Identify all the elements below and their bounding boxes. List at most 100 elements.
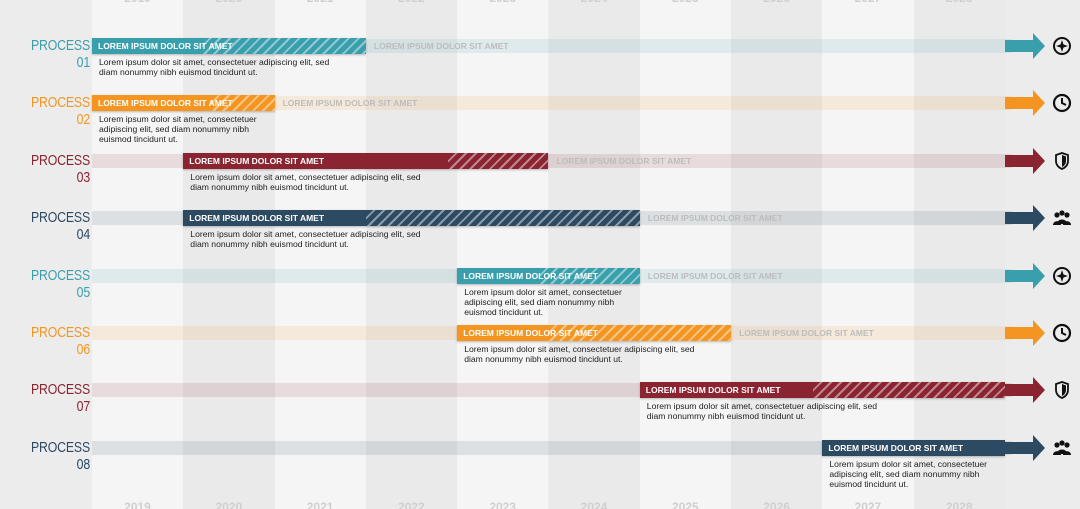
process-description: Lorem ipsum dolor sit amet, consectetuer… [829, 458, 988, 489]
clock-icon [1051, 92, 1073, 114]
process-bar-text: LOREM IPSUM DOLOR SIT AMET [463, 270, 598, 281]
process-bar-solid [92, 95, 211, 112]
process-bar: LOREM IPSUM DOLOR SIT AMET [457, 325, 732, 341]
year-column [913, 0, 1005, 509]
year-label-bottom: 2025 [671, 500, 699, 509]
process-track-text: LOREM IPSUM DOLOR SIT AMET [647, 213, 783, 224]
arrow-icon [1005, 262, 1045, 289]
process-description: Lorem ipsum dolor sit amet, consectetuer… [190, 229, 421, 250]
year-label-top: 2027 [822, 0, 913, 5]
year-column [822, 0, 914, 509]
process-bar-striped [210, 95, 275, 112]
year-label-bottom: 2021 [306, 500, 334, 509]
year-label-bottom: 2020 [215, 500, 243, 509]
process-track-text: LOREM IPSUM DOLOR SIT AMET [739, 328, 874, 338]
process-description: Lorem ipsum dolor sit amet, consectetuer… [646, 401, 878, 422]
process-bar-striped [448, 152, 549, 169]
year-column [548, 0, 640, 509]
process-label: PROCESS 05 [30, 266, 90, 301]
year-label-top: 2025 [640, 0, 731, 5]
year-column [365, 0, 458, 509]
process-bar-text: LOREM IPSUM DOLOR SIT AMET [189, 213, 325, 224]
arrow-icon [1005, 205, 1045, 232]
process-label: PROCESS 03 [30, 151, 90, 186]
arrow-icon [1005, 434, 1045, 461]
process-bar-striped [548, 325, 732, 341]
year-label-bottom: 2019 [124, 500, 151, 509]
year-label-bottom: 2022 [398, 500, 425, 509]
process-bar-text: LOREM IPSUM DOLOR SIT AMET [645, 385, 781, 396]
clock-icon [1051, 322, 1073, 344]
arrow-icon [1005, 90, 1045, 117]
process-bar-striped [539, 267, 640, 284]
arrow-icon [1005, 320, 1045, 346]
year-column [639, 0, 732, 509]
process-label: PROCESS 08 [30, 438, 90, 473]
year-label-top: 2019 [92, 0, 183, 5]
process-description: Lorem ipsum dolor sit amet, consectetuer… [464, 286, 622, 317]
year-label-top: 2028 [914, 0, 1005, 5]
year-label-top: 2021 [275, 0, 366, 5]
compass-icon [1051, 35, 1073, 57]
process-bar-solid [822, 439, 1005, 456]
arrow-icon [1005, 377, 1045, 404]
process-bar-text: LOREM IPSUM DOLOR SIT AMET [189, 155, 325, 166]
year-label-top: 2026 [731, 0, 822, 5]
process-bar: LOREM IPSUM DOLOR SIT AMET [183, 210, 640, 227]
process-bar-solid [183, 210, 366, 227]
process-bar-striped [813, 382, 1005, 399]
process-bar-solid [639, 382, 814, 399]
process-bar-text: LOREM IPSUM DOLOR SIT AMET [463, 328, 598, 338]
year-label-bottom: 2027 [854, 500, 882, 509]
year-label-bottom: 2023 [489, 500, 517, 509]
process-label: PROCESS 07 [30, 381, 90, 416]
process-label: PROCESS 06 [30, 324, 90, 358]
arrow-icon [1005, 147, 1045, 174]
year-column [274, 0, 366, 509]
year-column [731, 0, 823, 509]
arrow-icon [1005, 33, 1045, 59]
process-description: Lorem ipsum dolor sit amet, consectetuer… [464, 344, 695, 364]
process-bar: LOREM IPSUM DOLOR SIT AMET [639, 382, 1005, 399]
process-bar-solid [457, 325, 549, 341]
year-label-bottom: 2028 [945, 500, 973, 509]
process-bar-text: LOREM IPSUM DOLOR SIT AMET [98, 41, 233, 51]
year-label-bottom: 2026 [763, 500, 790, 509]
year-label-top: 2023 [457, 0, 548, 5]
process-bar-striped [365, 210, 640, 227]
year-label-top: 2020 [183, 0, 274, 5]
process-label: PROCESS 04 [30, 209, 90, 244]
team-icon [1051, 207, 1073, 229]
process-description: Lorem ipsum dolor sit amet, consectetuer… [99, 114, 257, 145]
process-description: Lorem ipsum dolor sit amet, consectetuer… [190, 171, 421, 192]
process-bar-text: LOREM IPSUM DOLOR SIT AMET [98, 98, 233, 109]
process-track [92, 96, 1012, 111]
process-bar: LOREM IPSUM DOLOR SIT AMET [92, 95, 275, 112]
year-label-top: 2022 [366, 0, 457, 5]
process-bar-solid [457, 267, 540, 284]
year-label-bottom: 2024 [580, 500, 608, 509]
year-label-top: 2024 [549, 0, 640, 5]
process-bar: LOREM IPSUM DOLOR SIT AMET [92, 38, 366, 54]
shield-icon [1051, 150, 1073, 172]
compass-icon [1051, 265, 1073, 287]
process-bar-striped [201, 38, 366, 54]
process-bar-solid [183, 152, 449, 169]
process-label: PROCESS 02 [30, 94, 90, 129]
process-track [92, 440, 1012, 455]
year-column [92, 0, 184, 509]
process-bar: LOREM IPSUM DOLOR SIT AMET [457, 267, 640, 284]
process-bar-text: LOREM IPSUM DOLOR SIT AMET [828, 442, 964, 453]
process-label: PROCESS 01 [30, 37, 90, 71]
shield-icon [1051, 379, 1073, 401]
process-bar: LOREM IPSUM DOLOR SIT AMET [822, 439, 1005, 456]
year-column [457, 0, 549, 509]
process-track-text: LOREM IPSUM DOLOR SIT AMET [556, 155, 692, 166]
process-track-text: LOREM IPSUM DOLOR SIT AMET [373, 41, 509, 51]
process-bar: LOREM IPSUM DOLOR SIT AMET [183, 152, 549, 169]
process-description: Lorem ipsum dolor sit amet, consectetuer… [99, 57, 330, 77]
team-icon [1051, 437, 1073, 459]
process-bar-solid [92, 38, 202, 54]
process-track-text: LOREM IPSUM DOLOR SIT AMET [647, 270, 783, 281]
